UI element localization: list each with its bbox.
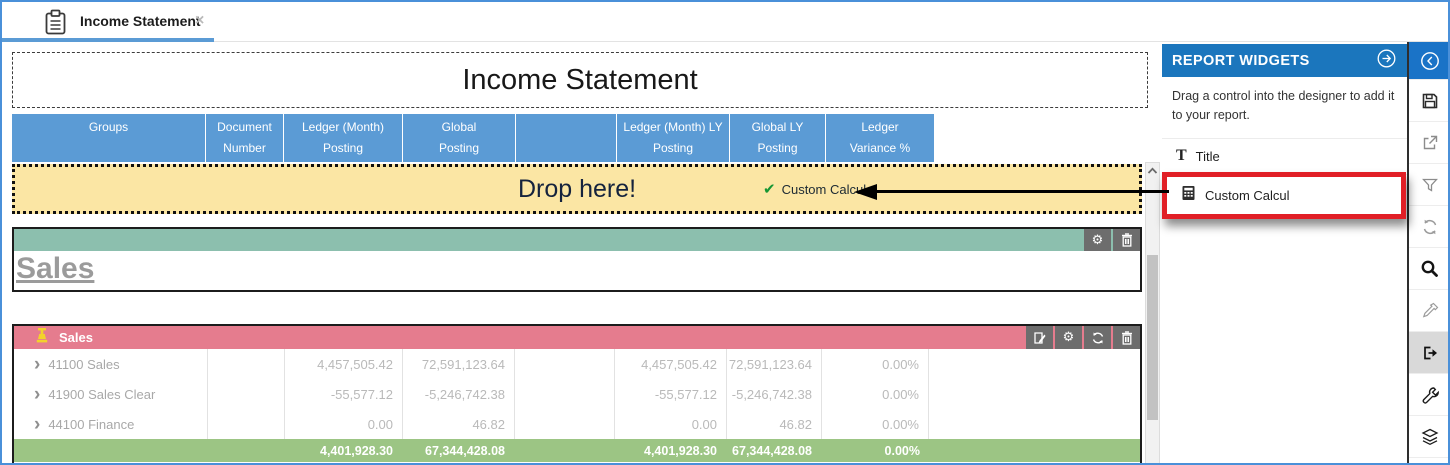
chevron-right-icon[interactable]: › bbox=[34, 413, 41, 435]
check-icon: ✔ bbox=[763, 180, 776, 198]
close-icon[interactable]: × bbox=[195, 12, 205, 29]
column-header-global[interactable]: Global Posting bbox=[403, 114, 515, 162]
trash-icon[interactable] bbox=[1113, 326, 1140, 349]
table-row[interactable]: › 44100 Finance 0.00 46.82 0.00 46.82 0.0… bbox=[14, 409, 1140, 439]
chess-piece-icon bbox=[34, 327, 50, 349]
gear-icon[interactable]: ⚙ bbox=[1084, 229, 1111, 251]
report-title-widget[interactable]: Income Statement bbox=[12, 52, 1148, 108]
widget-item-title[interactable]: T Title bbox=[1162, 138, 1407, 175]
panel-title: REPORT WIDGETS bbox=[1172, 52, 1310, 69]
report-widgets-panel: REPORT WIDGETS Drag a control into the d… bbox=[1162, 44, 1407, 463]
arrow-circle-right-icon[interactable] bbox=[1376, 48, 1397, 74]
column-header-document-number[interactable]: Document Number bbox=[206, 114, 283, 162]
refresh-icon[interactable] bbox=[1409, 206, 1448, 248]
section-title: Sales bbox=[16, 252, 95, 285]
layers-icon[interactable] bbox=[1409, 416, 1448, 458]
text-T-icon: T bbox=[1176, 147, 1187, 165]
accounts-table-widget: Sales ⚙ bbox=[12, 324, 1142, 463]
panel-header: REPORT WIDGETS bbox=[1162, 44, 1407, 77]
drop-zone[interactable]: Drop here! ✔ Custom Calcul bbox=[12, 164, 1142, 214]
refresh-icon[interactable] bbox=[1084, 326, 1111, 349]
column-header-ledger-month[interactable]: Ledger (Month) Posting bbox=[284, 114, 402, 162]
gear-icon[interactable]: ⚙ bbox=[1055, 326, 1082, 349]
scroll-up-icon[interactable] bbox=[1146, 163, 1159, 178]
tab-title: Income Statement bbox=[80, 13, 201, 29]
accounts-group-title: Sales bbox=[59, 330, 93, 345]
column-header-groups[interactable]: Groups bbox=[12, 114, 205, 162]
section-header-widget[interactable]: ⚙ Sales bbox=[12, 227, 1142, 292]
report-title: Income Statement bbox=[462, 63, 698, 96]
filter-icon[interactable] bbox=[1409, 164, 1448, 206]
column-header-ledger-month-ly[interactable]: Ledger (Month) LY Posting bbox=[617, 114, 729, 162]
accounts-table-header: Sales ⚙ bbox=[14, 326, 1140, 349]
chevron-right-icon[interactable]: › bbox=[34, 353, 41, 375]
tab-income-statement[interactable]: Income Statement × bbox=[2, 2, 214, 42]
column-header-empty[interactable] bbox=[516, 114, 616, 162]
scrollbar-thumb[interactable] bbox=[1147, 255, 1158, 420]
tab-bar: Income Statement × bbox=[2, 2, 1448, 42]
totals-row: 4,401,928.30 67,344,428.08 4,401,928.30 … bbox=[14, 439, 1140, 462]
exit-icon[interactable] bbox=[1409, 332, 1448, 374]
edit-note-icon[interactable] bbox=[1026, 326, 1053, 349]
trash-icon[interactable] bbox=[1113, 229, 1140, 251]
designer-scrollbar[interactable] bbox=[1145, 162, 1160, 463]
table-row[interactable]: › 41100 Sales 4,457,505.42 72,591,123.64 … bbox=[14, 349, 1140, 379]
annotation-highlight: Custom Calcul bbox=[1162, 172, 1406, 219]
panel-description: Drag a control into the designer to add … bbox=[1162, 77, 1407, 139]
save-icon[interactable] bbox=[1409, 80, 1448, 122]
column-header-ledger-variance[interactable]: Ledger Variance % bbox=[826, 114, 934, 162]
accounts-rows: › 41100 Sales 4,457,505.42 72,591,123.64 … bbox=[14, 349, 1140, 439]
collapse-panel-icon[interactable] bbox=[1409, 42, 1448, 80]
export-icon[interactable] bbox=[1409, 122, 1448, 164]
calculator-icon bbox=[1181, 185, 1196, 206]
section-widget-toolbar: ⚙ bbox=[14, 229, 1140, 251]
clipboard-icon bbox=[44, 9, 67, 41]
drag-ghost: ✔ Custom Calcul bbox=[763, 167, 866, 211]
active-tab-underline bbox=[2, 38, 214, 42]
dragged-widget-label: Custom Calcul bbox=[781, 181, 867, 197]
eyedropper-icon[interactable] bbox=[1409, 290, 1448, 332]
right-toolbar bbox=[1407, 42, 1448, 463]
search-icon[interactable] bbox=[1409, 248, 1448, 290]
table-row[interactable]: › 41900 Sales Clear -55,577.12 -5,246,742… bbox=[14, 379, 1140, 409]
chevron-right-icon[interactable]: › bbox=[34, 383, 41, 405]
columns-header: Groups Document Number Ledger (Month) Post… bbox=[12, 114, 934, 162]
widget-item-custom-calcul[interactable]: Custom Calcul bbox=[1167, 177, 1401, 214]
column-header-global-ly[interactable]: Global LY Posting bbox=[730, 114, 825, 162]
wrench-icon[interactable] bbox=[1409, 374, 1448, 416]
drop-zone-label: Drop here! bbox=[517, 174, 637, 203]
